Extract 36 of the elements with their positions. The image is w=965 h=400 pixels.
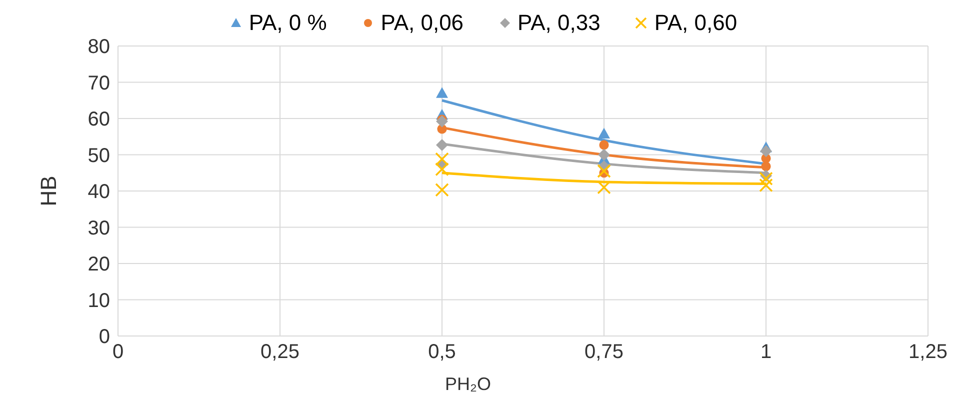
- legend-label: PA, 0,06: [380, 10, 464, 36]
- y-tick-label: 20: [88, 254, 110, 276]
- point: [597, 164, 611, 178]
- x-tick-label: 0,5: [428, 341, 456, 364]
- point: [436, 87, 448, 98]
- point: [761, 162, 771, 172]
- y-tick-label: 50: [88, 144, 110, 167]
- point: [759, 178, 773, 192]
- point: [759, 172, 773, 186]
- point: [599, 140, 609, 150]
- legend-label: PA, 0 %: [248, 10, 327, 36]
- y-tick-label: 10: [88, 290, 110, 312]
- x-tick-label: 1,25: [908, 341, 948, 364]
- x-tick-label: 0: [112, 341, 124, 364]
- point: [597, 180, 611, 194]
- y-axis-title: HB: [36, 176, 61, 206]
- legend-label: PA, 0,33: [516, 10, 600, 36]
- point: [435, 162, 449, 176]
- point: [436, 138, 448, 151]
- x-axis-title: PH₂O: [445, 374, 491, 394]
- y-tick-label: 60: [88, 108, 110, 131]
- y-tick-label: 80: [88, 36, 110, 58]
- y-tick-label: 30: [88, 217, 110, 240]
- x-tick-label: 0,75: [584, 341, 624, 364]
- x-tick-label: 1: [760, 341, 772, 364]
- point: [760, 145, 772, 158]
- point: [435, 152, 449, 166]
- y-tick-label: 0: [98, 326, 110, 348]
- x-tick-label: 0,25: [260, 341, 300, 364]
- y-tick-label: 40: [88, 181, 110, 204]
- point: [598, 128, 610, 139]
- point: [435, 183, 449, 197]
- point: [436, 115, 448, 128]
- y-tick-label: 70: [88, 72, 110, 94]
- point: [598, 148, 610, 161]
- legend-label: PA, 0,60: [653, 10, 738, 36]
